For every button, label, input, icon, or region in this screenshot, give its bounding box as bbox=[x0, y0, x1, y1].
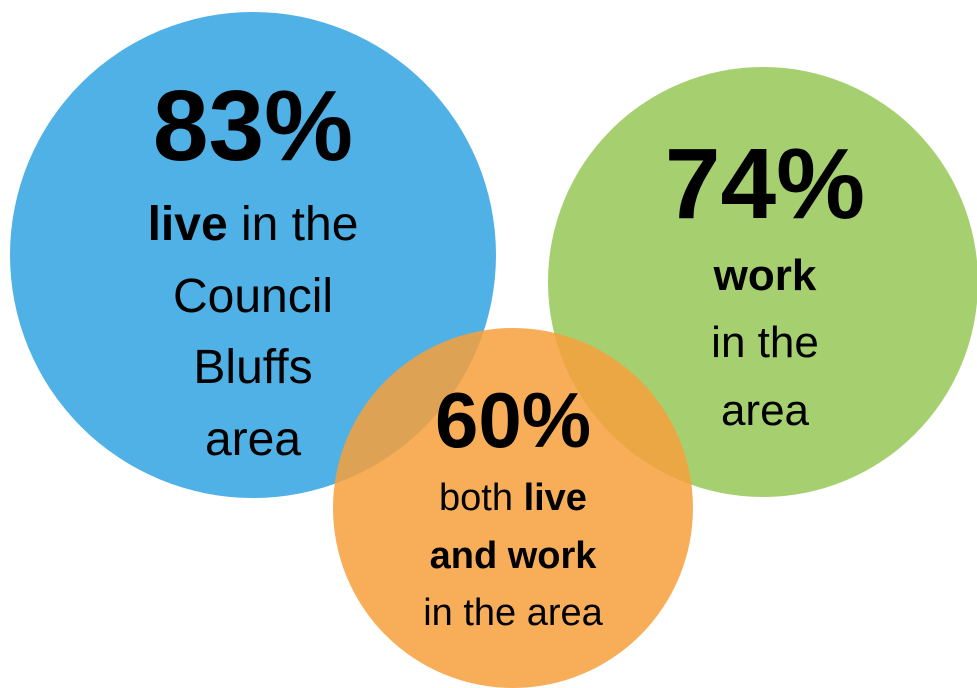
caption-segment: Bluffs bbox=[193, 341, 312, 394]
caption-line: in the bbox=[711, 318, 819, 367]
percent: 60% bbox=[435, 376, 591, 464]
percent: 83% bbox=[153, 70, 353, 182]
caption-line: Council bbox=[173, 270, 333, 323]
caption-segment: and work bbox=[430, 535, 598, 577]
caption-segment: work bbox=[713, 251, 817, 300]
caption-segment: live bbox=[524, 477, 587, 519]
caption-line: in the area bbox=[423, 592, 603, 634]
caption-segment: both bbox=[439, 477, 524, 519]
caption-segment: Council bbox=[173, 270, 333, 323]
caption-line: live in the bbox=[148, 198, 359, 251]
percent: 74% bbox=[665, 128, 865, 240]
caption-line: both live bbox=[439, 477, 587, 519]
caption-line: area bbox=[721, 386, 810, 435]
caption-segment: area bbox=[721, 386, 810, 435]
caption-segment: area bbox=[205, 413, 301, 466]
caption-line: and work bbox=[430, 535, 598, 577]
caption-line: Bluffs bbox=[193, 341, 312, 394]
circle bbox=[10, 12, 496, 498]
caption-segment: in the bbox=[228, 198, 359, 251]
caption-line: work bbox=[713, 251, 817, 300]
caption-segment: live bbox=[148, 198, 228, 251]
caption-segment: in the area bbox=[423, 592, 603, 634]
circle bbox=[548, 67, 977, 497]
circle bbox=[333, 328, 693, 688]
caption-line: area bbox=[205, 413, 301, 466]
caption-segment: in the bbox=[711, 318, 819, 367]
